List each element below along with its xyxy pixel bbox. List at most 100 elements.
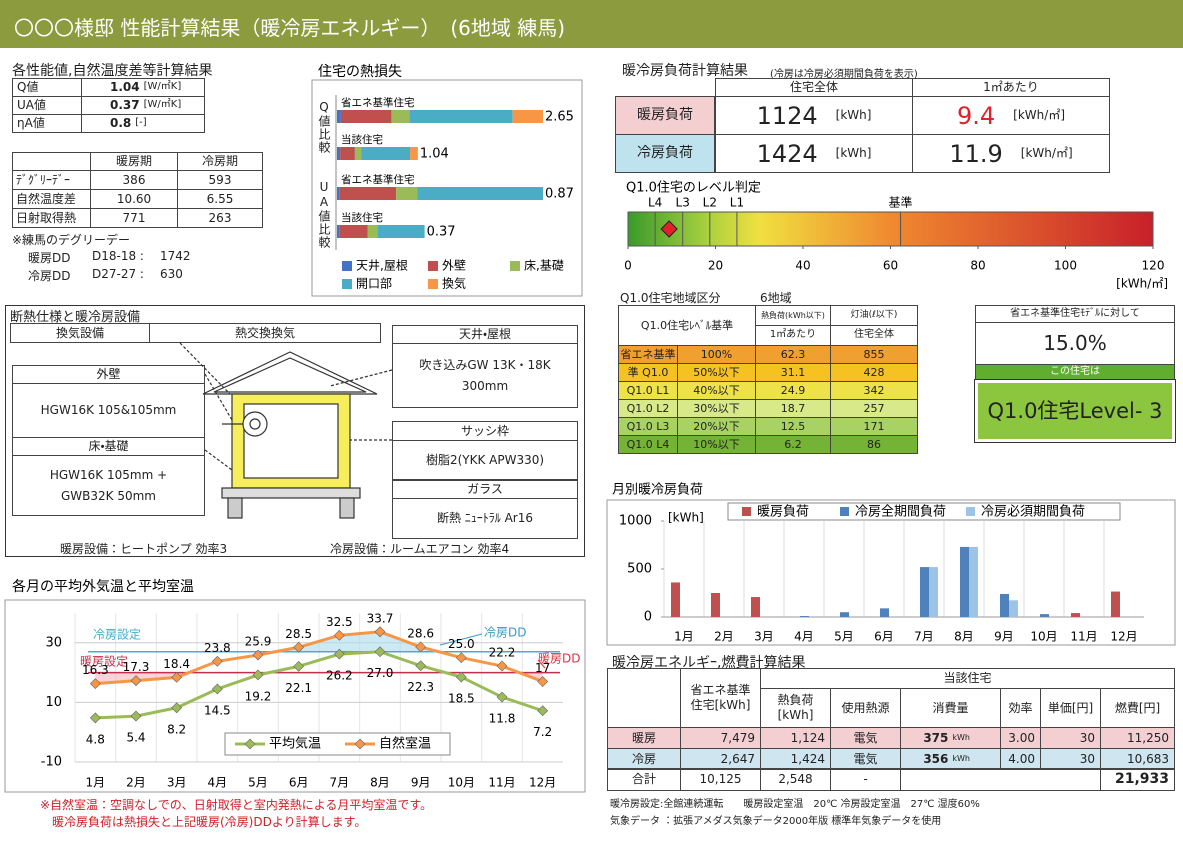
x-tick-label: 5月 xyxy=(834,630,854,644)
bar-category: 省エネ基準住宅 xyxy=(341,96,415,109)
bar-segment xyxy=(339,225,368,238)
y-tick-label: 30 xyxy=(45,635,62,650)
chart-frame xyxy=(4,599,586,793)
dd-label: 日射取得熱 xyxy=(12,208,91,228)
point-marker xyxy=(374,626,386,638)
spec-line: 吹き込みGW 13K・18K xyxy=(419,357,551,372)
x-tick-label: 10月 xyxy=(448,776,475,790)
energy-consumption: 375 kWh xyxy=(900,727,1001,749)
spec-line: HGW16K 105&105mm xyxy=(40,403,177,417)
data-label: 19.2 xyxy=(245,689,272,703)
section-title: 暖冷房負荷計算結果 xyxy=(622,63,748,79)
spec-label: 外壁 xyxy=(12,365,205,384)
dd-value: 771 xyxy=(90,208,178,228)
load-value: 1124 [kWh] xyxy=(715,96,913,135)
point-marker xyxy=(455,652,467,664)
region-cell: Q1.0 L2 xyxy=(618,399,678,418)
perf-label: ηA値 xyxy=(12,114,82,133)
data-label: 17.3 xyxy=(123,660,150,674)
leader-line xyxy=(439,633,483,646)
point-marker xyxy=(89,712,101,724)
point-marker xyxy=(211,683,223,695)
series-line xyxy=(95,650,544,720)
bar xyxy=(920,567,929,617)
spec-line: GWB32K 50mm xyxy=(61,488,156,503)
bar xyxy=(1000,593,1009,617)
spec-label: サッシ枠 xyxy=(392,421,578,441)
energy-cell: 30 xyxy=(1040,727,1101,749)
dd-item: 1742 xyxy=(160,249,191,263)
point-marker xyxy=(333,629,345,641)
bar-segment xyxy=(361,147,411,160)
data-label: 32.5 xyxy=(326,615,353,629)
spec-line: 断熱 ﾆｭｰﾄﾗﾙ Ar16 xyxy=(436,511,534,525)
energy-cell: 7,479 xyxy=(680,727,761,749)
x-tick-label: 3月 xyxy=(167,776,187,790)
chart-title: 住宅の熱損失 xyxy=(318,64,402,80)
energy-number: 356 xyxy=(923,751,949,766)
bar xyxy=(751,597,760,617)
bar-total: 0.37 xyxy=(427,225,456,240)
x-tick-label: 2月 xyxy=(714,630,734,644)
legend-label: 冷房必須期間負荷 xyxy=(981,505,1085,520)
threshold-label: 基準 xyxy=(889,195,913,210)
x-tick-label: 12月 xyxy=(529,776,556,790)
data-label: 25.9 xyxy=(245,635,272,649)
point-marker xyxy=(455,671,467,683)
spec-line: 樹脂2(YKK APW330) xyxy=(425,453,545,467)
bar-segment xyxy=(337,187,340,200)
energy-corner xyxy=(607,668,681,728)
x-tick-label: 0 xyxy=(624,259,632,273)
bar-segment xyxy=(337,110,341,123)
load-number: 1124 xyxy=(756,101,818,130)
bar-segment xyxy=(337,225,340,238)
dd-item: D18-18 : xyxy=(92,249,144,263)
perf-number: 0.37 xyxy=(110,98,140,112)
load-value: 1424 [kWh] xyxy=(715,134,913,173)
legend-label: 外壁 xyxy=(442,259,466,273)
bar xyxy=(1111,591,1120,617)
x-tick-label: 3月 xyxy=(754,630,774,644)
legend-swatch xyxy=(966,507,975,516)
dd-header: 冷房期 xyxy=(177,152,263,171)
perf-label: UA値 xyxy=(12,96,82,115)
x-tick-label: 8月 xyxy=(954,630,974,644)
data-label: 33.7 xyxy=(367,611,394,625)
energy-header: 消費量 xyxy=(900,688,1001,728)
bar xyxy=(800,616,809,617)
bar xyxy=(840,612,849,617)
bar xyxy=(1071,613,1080,617)
energy-label: 冷房 xyxy=(607,748,681,770)
x-tick-label: 1月 xyxy=(86,776,106,790)
legend-label: 平均気温 xyxy=(269,736,321,752)
section-title: 断熱仕様と暖冷房設備 xyxy=(10,310,141,325)
x-tick-label: 6月 xyxy=(874,630,894,644)
data-label: 22.3 xyxy=(407,680,434,694)
region-cell: Q1.0 L4 xyxy=(618,435,678,454)
bar-total: 0.87 xyxy=(545,187,574,202)
dd-area xyxy=(95,672,543,684)
legend-label: 暖房負荷 xyxy=(757,505,809,520)
data-label: 22.1 xyxy=(285,681,312,695)
y-tick-label: 500 xyxy=(627,562,652,577)
point-marker xyxy=(130,675,142,687)
compare-label: 省エネ基準住宅ﾓﾃﾞﾙに対して xyxy=(975,305,1175,323)
perf-unit: [W/㎡K] xyxy=(143,99,182,111)
load-unit: [kWh/㎡] xyxy=(1013,108,1065,122)
bar-total: 1.04 xyxy=(420,147,449,162)
region-cell: 20%以下 xyxy=(677,417,756,436)
legend-frame xyxy=(727,502,1121,521)
energy-unit: kWh xyxy=(952,733,970,742)
data-label: 7.2 xyxy=(533,725,552,739)
threshold-label: L3 xyxy=(676,196,690,210)
point-marker xyxy=(130,710,142,722)
point-marker xyxy=(211,655,223,667)
bar-category: 当該住宅 xyxy=(341,133,383,146)
point-marker xyxy=(496,660,508,672)
point-marker xyxy=(415,641,427,653)
x-tick-label: 7月 xyxy=(330,776,350,790)
energy-label: 暖房 xyxy=(607,727,681,749)
data-label: 17 xyxy=(535,661,550,675)
point-marker xyxy=(89,678,101,690)
